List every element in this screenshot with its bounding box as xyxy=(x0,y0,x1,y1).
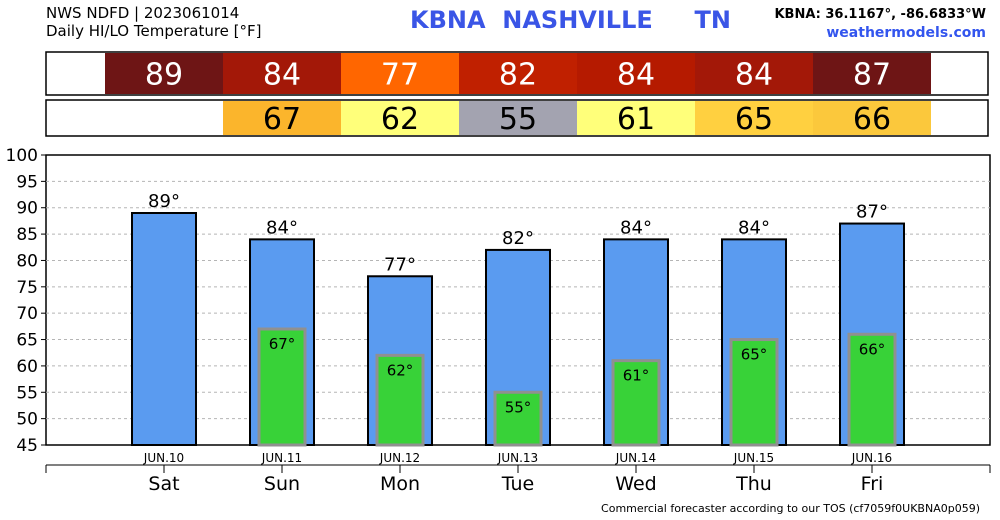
high-strip-value: 84 xyxy=(735,58,773,93)
day-label: Wed xyxy=(615,473,656,495)
coordinates-label: KBNA: 36.1167°, -86.6833°W xyxy=(774,7,986,22)
low-bar-label: 55° xyxy=(505,398,532,416)
y-tick-label: 55 xyxy=(16,383,38,403)
low-bar xyxy=(493,390,543,447)
high-strip-value: 89 xyxy=(145,58,183,93)
low-bar xyxy=(257,327,307,447)
day-label: Sat xyxy=(148,473,179,495)
header-left: NWS NDFD | 2023061014 Daily HI/LO Temper… xyxy=(46,4,262,40)
product-label: Daily HI/LO Temperature [°F] xyxy=(46,22,262,40)
high-strip-cell xyxy=(341,53,459,94)
low-bar-label: 61° xyxy=(623,367,650,385)
date-label: JUN.15 xyxy=(733,451,774,465)
high-strip-cell xyxy=(813,53,931,94)
station-title: KBNA NASHVILLE TN xyxy=(410,6,732,34)
high-strip-cell xyxy=(695,53,813,94)
header-right: KBNA: 36.1167°, -86.6833°W weathermodels… xyxy=(774,6,986,42)
low-bar-label: 62° xyxy=(387,361,414,379)
high-bar-label: 87° xyxy=(856,202,888,223)
y-tick-label: 70 xyxy=(16,304,38,324)
high-strip-value: 77 xyxy=(381,58,419,93)
date-label: JUN.11 xyxy=(261,451,302,465)
y-tick-label: 80 xyxy=(16,251,38,271)
y-tick-label: 85 xyxy=(16,225,38,245)
date-label: JUN.10 xyxy=(143,451,184,465)
low-strip-value: 65 xyxy=(735,102,773,137)
low-strip-cell xyxy=(223,101,341,135)
day-label: Sun xyxy=(264,473,300,495)
low-bar-label: 65° xyxy=(741,346,768,364)
high-strip-value: 82 xyxy=(499,58,537,93)
model-run-label: NWS NDFD | 2023061014 xyxy=(46,4,240,22)
high-strip-value: 84 xyxy=(617,58,655,93)
low-strip-cell xyxy=(813,101,931,135)
date-label: JUN.12 xyxy=(379,451,420,465)
high-strip-cell xyxy=(223,53,341,94)
y-tick-label: 60 xyxy=(16,357,38,377)
low-bar-label: 67° xyxy=(269,335,296,353)
high-bar-label: 77° xyxy=(384,254,416,275)
high-strip-cell xyxy=(577,53,695,94)
low-strip-value: 66 xyxy=(853,102,891,137)
low-strip-cell xyxy=(341,101,459,135)
day-label: Fri xyxy=(861,473,884,495)
low-strip-cell xyxy=(577,101,695,135)
high-strip-value: 87 xyxy=(853,58,891,93)
high-bar-label: 84° xyxy=(738,217,770,238)
day-label: Tue xyxy=(501,473,534,495)
high-strip-cell xyxy=(105,53,223,94)
high-bar xyxy=(131,212,197,446)
date-label: JUN.13 xyxy=(497,451,538,465)
y-tick-label: 50 xyxy=(16,410,38,430)
low-bar xyxy=(847,332,897,447)
low-bar xyxy=(375,353,425,447)
y-tick-label: 75 xyxy=(16,278,38,298)
high-strip-cell xyxy=(459,53,577,94)
date-label: JUN.16 xyxy=(851,451,892,465)
footer-note: Commercial forecaster according to our T… xyxy=(601,502,980,515)
low-bar xyxy=(611,359,661,447)
y-tick-label: 95 xyxy=(16,172,38,192)
low-bar-label: 66° xyxy=(859,340,886,358)
day-label: Mon xyxy=(380,473,420,495)
y-tick-label: 45 xyxy=(16,436,38,456)
y-tick-label: 100 xyxy=(6,146,38,166)
high-bar-label: 84° xyxy=(620,217,652,238)
high-bar-label: 89° xyxy=(148,191,180,212)
site-link[interactable]: weathermodels.com xyxy=(826,25,986,41)
date-label: JUN.14 xyxy=(615,451,656,465)
low-strip-value: 55 xyxy=(499,102,537,137)
low-strip-value: 61 xyxy=(617,102,655,137)
high-strip-value: 84 xyxy=(263,58,301,93)
low-strip-value: 62 xyxy=(381,102,419,137)
y-tick-label: 65 xyxy=(16,331,38,351)
y-tick-label: 90 xyxy=(16,199,38,219)
low-strip-value: 67 xyxy=(263,102,301,137)
low-strip-cell xyxy=(459,101,577,135)
day-label: Thu xyxy=(735,473,772,495)
high-bar-label: 84° xyxy=(266,217,298,238)
high-bar-label: 82° xyxy=(502,228,534,249)
low-strip-cell xyxy=(695,101,813,135)
low-bar xyxy=(729,338,779,447)
